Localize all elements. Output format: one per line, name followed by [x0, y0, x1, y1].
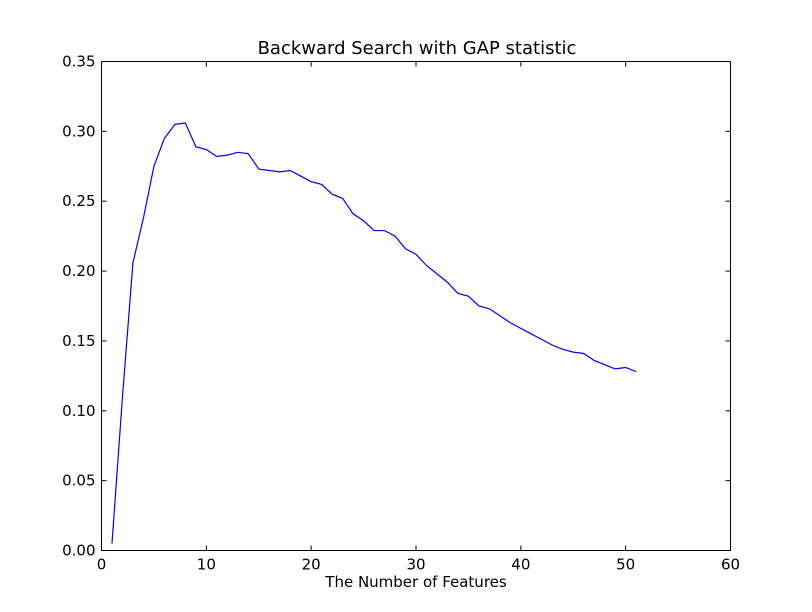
plot-frame [101, 61, 731, 551]
y-axis: 0.00 0.05 0.10 0.15 0.20 0.25 0.30 0.35 [62, 53, 731, 560]
series-line-0 [111, 122, 637, 544]
plot-area [111, 122, 637, 544]
x-tick-label: 40 [511, 556, 530, 574]
x-axis-label: The Number of Features [324, 573, 507, 591]
x-tick-label: 0 [97, 556, 107, 574]
y-tick-label: 0.05 [62, 472, 95, 490]
y-tick-label: 0.35 [62, 53, 95, 71]
x-tick-label: 30 [406, 556, 425, 574]
y-tick-label: 0.20 [62, 262, 95, 280]
x-tick-label: 20 [302, 556, 321, 574]
y-tick-label: 0.30 [62, 122, 95, 140]
y-tick-label: 0.10 [62, 402, 95, 420]
x-tick-label: 50 [616, 556, 635, 574]
y-tick-label: 0.25 [62, 192, 95, 210]
y-tick-label: 0.15 [62, 332, 95, 350]
x-axis: 0 10 20 30 40 50 60 [97, 61, 740, 574]
chart-title: Backward Search with GAP statistic [258, 38, 577, 59]
y-tick-label: 0.00 [62, 542, 95, 560]
x-tick-label: 60 [721, 556, 740, 574]
x-tick-label: 10 [197, 556, 216, 574]
